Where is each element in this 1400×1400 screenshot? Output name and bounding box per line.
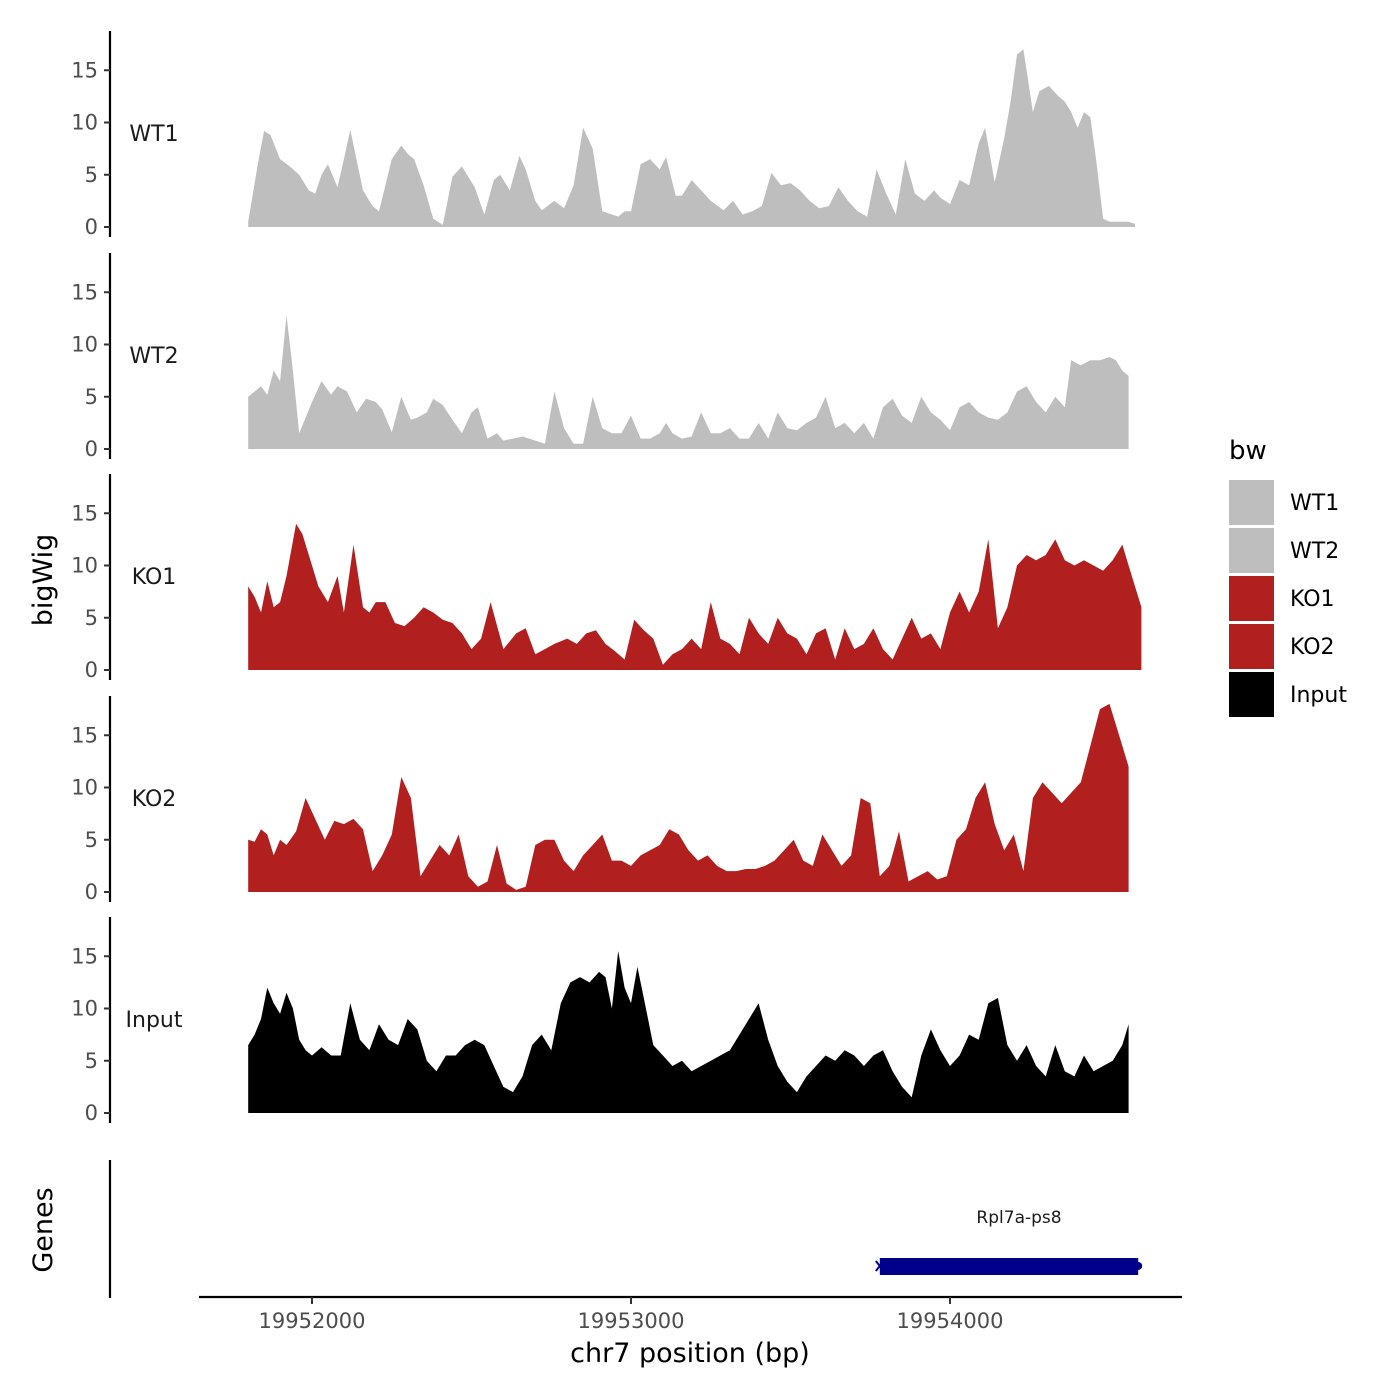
y-tick-label: 10 (71, 333, 98, 357)
y-tick-label: 15 (71, 280, 98, 304)
area-wt2 (248, 315, 1129, 449)
legend-item-ko1: KO1 (1229, 576, 1335, 621)
legend-item-wt1: WT1 (1229, 480, 1339, 525)
track-input: 0 5 10 15 Input (71, 917, 1129, 1125)
y-tick-label: 5 (85, 1049, 98, 1073)
legend-label: WT1 (1290, 491, 1339, 516)
area-wt1 (248, 49, 1135, 228)
y-tick-label: 0 (85, 658, 98, 682)
legend-item-wt2: WT2 (1229, 528, 1339, 573)
legend-swatch (1229, 528, 1274, 573)
track-label-ko1: KO1 (132, 565, 177, 590)
track-wt2: 0 5 10 15 WT2 (71, 253, 1129, 461)
track-ko2: 0 5 10 15 KO2 (71, 696, 1129, 904)
track-ko1: 0 5 10 15 KO1 (71, 474, 1142, 682)
legend-swatch (1229, 480, 1274, 525)
legend-swatch (1229, 624, 1274, 669)
legend-label: Input (1290, 683, 1347, 708)
x-axis: 19952000 19953000 19954000 (199, 1295, 1182, 1333)
gene-label: Rpl7a-ps8 (976, 1208, 1061, 1228)
gene-end-marker (1134, 1262, 1143, 1270)
x-tick-label: 19954000 (897, 1309, 1004, 1333)
x-tick-label: 19953000 (578, 1309, 685, 1333)
track-label-wt1: WT1 (129, 122, 178, 147)
signal-tracks: 0 5 10 15 WT1 0 5 10 15 WT2 0 5 10 15 KO1 0 5 10 15 KO2 0 5 10… (71, 31, 1142, 1125)
legend-label: KO1 (1290, 587, 1335, 612)
legend-swatch (1229, 672, 1274, 717)
y-tick-label: 10 (71, 997, 98, 1021)
y-tick-label: 5 (85, 385, 98, 409)
y-tick-label: 5 (85, 606, 98, 630)
gene-rpl7a-ps8: Rpl7a-ps8 (875, 1208, 1143, 1275)
strand-marker (875, 1260, 885, 1272)
legend-label: WT2 (1290, 539, 1339, 564)
legend-item-ko2: KO2 (1229, 624, 1335, 669)
y-tick-label: 15 (71, 723, 98, 747)
y-tick-label: 10 (71, 111, 98, 135)
y-tick-label: 10 (71, 776, 98, 800)
y-tick-label: 15 (71, 944, 98, 968)
track-label-ko2: KO2 (132, 787, 177, 812)
y-tick-label: 15 (71, 501, 98, 525)
legend: bw WT1 WT2 KO1 KO2 Input (1229, 436, 1347, 717)
track-label-input: Input (126, 1008, 183, 1033)
y-tick-label: 0 (85, 215, 98, 239)
y-tick-label: 5 (85, 163, 98, 187)
y-tick-label: 10 (71, 554, 98, 578)
track-label-wt2: WT2 (129, 344, 178, 369)
genes-track: Rpl7a-ps8 (108, 1160, 1143, 1298)
gene-body (879, 1258, 1139, 1275)
y-axis-title: bigWig (28, 534, 59, 627)
genes-axis-title: Genes (28, 1187, 59, 1272)
y-tick-label: 15 (71, 58, 98, 82)
area-ko1 (248, 523, 1142, 670)
legend-label: KO2 (1290, 635, 1335, 660)
x-axis-title: chr7 position (bp) (570, 1338, 810, 1369)
y-tick-label: 5 (85, 828, 98, 852)
track-wt1: 0 5 10 15 WT1 (71, 31, 1135, 239)
x-tick-label: 19952000 (259, 1309, 366, 1333)
area-input (248, 951, 1129, 1113)
legend-item-input: Input (1229, 672, 1347, 717)
y-tick-label: 0 (85, 1101, 98, 1125)
y-tick-label: 0 (85, 880, 98, 904)
area-ko2 (248, 703, 1129, 892)
y-tick-label: 0 (85, 437, 98, 461)
legend-swatch (1229, 576, 1274, 621)
legend-title: bw (1229, 436, 1267, 466)
